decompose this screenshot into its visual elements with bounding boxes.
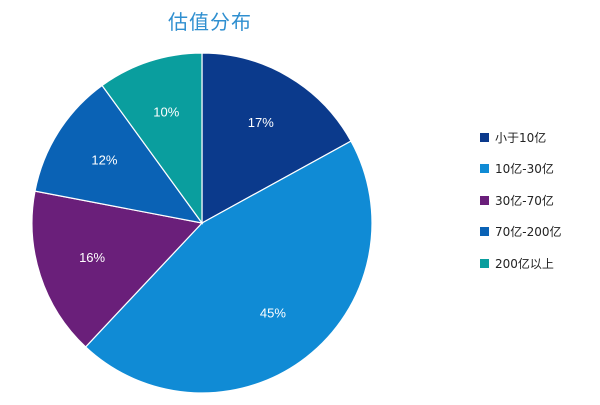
legend: 小于10亿 10亿-30亿 30亿-70亿 70亿-200亿 200亿以上 <box>480 128 598 286</box>
legend-label: 30亿-70亿 <box>495 193 554 208</box>
legend-swatch <box>480 227 489 236</box>
slice-label: 12% <box>91 153 117 168</box>
slice-label: 16% <box>79 250 105 265</box>
legend-label: 70亿-200亿 <box>495 225 562 239</box>
slice-label: 17% <box>248 115 274 130</box>
pie-slice <box>34 84 204 224</box>
legend-label: 10亿-30亿 <box>495 162 554 176</box>
pie-slices <box>31 52 373 394</box>
legend-label: 200亿以上 <box>495 256 554 271</box>
pie-slice <box>31 190 204 348</box>
legend-swatch <box>480 132 489 142</box>
legend-item: 70亿-200亿 <box>480 223 598 241</box>
legend-item: 200亿以上 <box>480 254 598 272</box>
legend-swatch <box>480 258 489 268</box>
pie-slice <box>101 52 203 225</box>
pie-labels: 17% 45% 16% 12% 10% <box>79 105 286 321</box>
pie-slice <box>84 140 373 394</box>
pie-slice <box>201 52 352 225</box>
slice-label: 10% <box>153 105 179 120</box>
legend-item: 10亿-30亿 <box>480 160 598 178</box>
legend-swatch <box>480 195 489 205</box>
legend-item: 30亿-70亿 <box>480 191 598 209</box>
slice-label: 45% <box>260 306 286 321</box>
legend-label: 小于10亿 <box>495 130 547 145</box>
legend-swatch <box>480 164 489 173</box>
legend-item: 小于10亿 <box>480 128 598 146</box>
chart-title: 估值分布 <box>168 10 252 34</box>
